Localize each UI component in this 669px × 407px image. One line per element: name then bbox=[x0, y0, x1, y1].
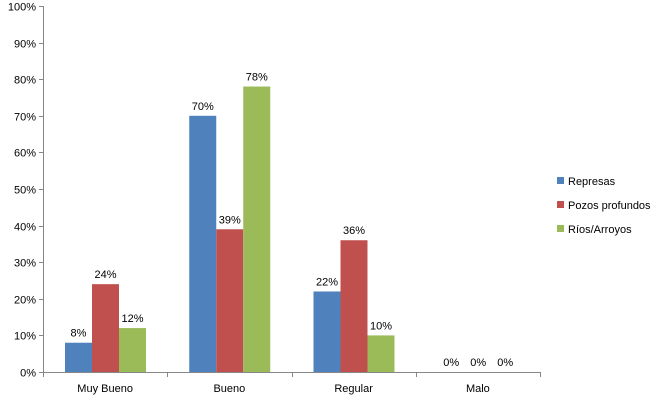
bar bbox=[216, 229, 244, 372]
data-label: 39% bbox=[219, 214, 241, 226]
bar bbox=[65, 342, 92, 372]
y-tick-label: 70% bbox=[14, 112, 36, 124]
y-axis: 0% 10% 20% 30% 40% 50% 60% 70% 80% 90% 100% bbox=[8, 2, 44, 380]
y-tick-label: 30% bbox=[14, 258, 36, 270]
y-tick-label: 20% bbox=[14, 295, 36, 307]
bar bbox=[92, 284, 119, 372]
y-tick-label: 40% bbox=[14, 222, 36, 234]
legend-label: Pozos profundos bbox=[568, 200, 651, 212]
x-tick-label: Malo bbox=[466, 383, 490, 395]
legend-label: Represas bbox=[568, 176, 616, 188]
y-tick-label: 50% bbox=[14, 185, 36, 197]
bar bbox=[313, 291, 341, 372]
data-label: 0% bbox=[470, 357, 486, 369]
legend: Represas Pozos profundos Ríos/Arroyos bbox=[557, 176, 651, 236]
data-label: 0% bbox=[443, 357, 459, 369]
legend-swatch bbox=[557, 201, 564, 208]
bar bbox=[367, 335, 395, 372]
legend-swatch bbox=[557, 177, 564, 184]
y-tick-label: 60% bbox=[14, 148, 36, 160]
x-tick-label: Bueno bbox=[213, 383, 245, 395]
x-tick-label: Regular bbox=[334, 383, 373, 395]
y-tick-label: 10% bbox=[14, 331, 36, 343]
data-label: 22% bbox=[316, 276, 338, 288]
x-axis: Muy Bueno Bueno Regular Malo bbox=[43, 372, 541, 395]
y-tick-label: 80% bbox=[14, 75, 36, 87]
data-label: 78% bbox=[246, 72, 268, 84]
legend-label: Ríos/Arroyos bbox=[568, 224, 632, 236]
y-tick-label: 0% bbox=[20, 368, 36, 380]
data-label: 36% bbox=[343, 225, 365, 237]
data-label: 0% bbox=[497, 357, 513, 369]
bar bbox=[340, 240, 368, 372]
y-tick-label: 100% bbox=[8, 2, 36, 14]
data-label: 24% bbox=[94, 269, 116, 281]
data-label: 12% bbox=[121, 313, 143, 325]
bar bbox=[189, 115, 217, 373]
y-tick-label: 90% bbox=[14, 39, 36, 51]
data-label: 70% bbox=[192, 101, 214, 113]
bar bbox=[243, 86, 271, 373]
data-label: 8% bbox=[71, 328, 87, 340]
data-labels: 8% 70% 22% 0% 24% 39% 36% 0% 12% 78% 10% 0% bbox=[71, 72, 514, 369]
x-tick-label: Muy Bueno bbox=[77, 383, 133, 395]
bars bbox=[65, 86, 395, 373]
data-label: 10% bbox=[370, 320, 392, 332]
bar bbox=[119, 328, 146, 372]
legend-swatch bbox=[557, 225, 564, 232]
